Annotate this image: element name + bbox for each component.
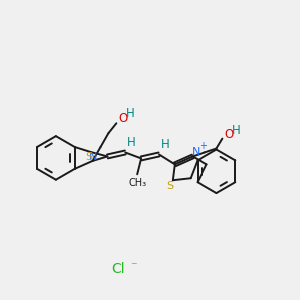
Text: N: N [88,152,97,162]
Text: CH₃: CH₃ [128,178,146,188]
Text: O: O [225,128,234,141]
Text: H: H [126,107,135,120]
Text: +: + [199,140,207,151]
Text: S: S [85,152,92,162]
Text: N: N [191,148,200,158]
Text: H: H [232,124,241,137]
Text: H: H [127,136,136,149]
Text: O: O [119,112,128,125]
Text: ⁻: ⁻ [130,260,136,273]
Text: H: H [160,138,169,151]
Text: Cl: Cl [112,262,125,276]
Text: S: S [166,181,173,191]
